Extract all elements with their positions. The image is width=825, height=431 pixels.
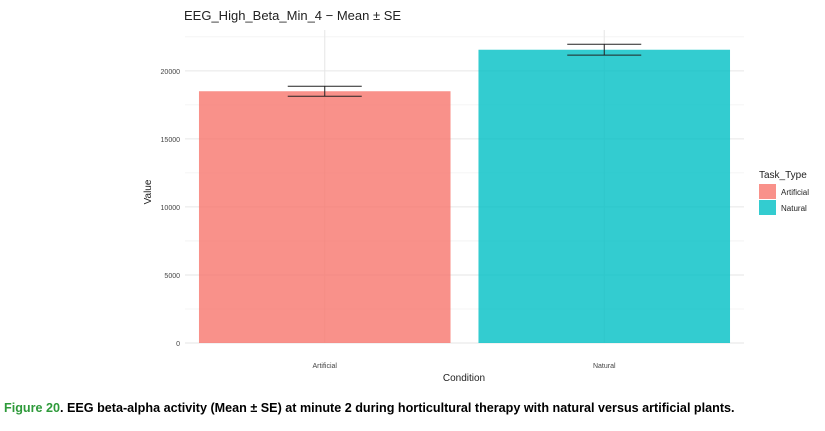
- bar-natural: [478, 49, 731, 344]
- bar-artificial: [198, 91, 451, 343]
- x-tick-label: Natural: [593, 363, 616, 370]
- figure-label: Figure 20: [4, 401, 60, 415]
- y-tick-label: 20000: [161, 69, 181, 76]
- bars: [198, 49, 731, 344]
- y-tick-label: 15000: [161, 137, 181, 144]
- error-bars: [287, 43, 642, 97]
- y-axis-label: Value: [143, 179, 154, 204]
- y-tick-label: 0: [176, 341, 180, 348]
- legend-label-natural: Natural: [781, 204, 807, 213]
- x-axis-label: Condition: [443, 373, 485, 384]
- chart-title: EEG_High_Beta_Min_4 − Mean ± SE: [184, 8, 401, 23]
- figure-caption: Figure 20. EEG beta-alpha activity (Mean…: [4, 401, 822, 415]
- legend: Task_Type Artificial Natural: [759, 170, 809, 215]
- caption-text: . EEG beta-alpha activity (Mean ± SE) at…: [60, 401, 735, 415]
- y-tick-label: 5000: [164, 273, 180, 280]
- legend-label-artificial: Artificial: [781, 188, 809, 197]
- axis-ticks: 0 5000 10000 15000 20000 Artificial Natural: [161, 69, 616, 370]
- legend-swatch-artificial: [759, 184, 776, 199]
- y-tick-label: 10000: [161, 205, 181, 212]
- x-tick-label: Artificial: [312, 363, 337, 370]
- bar-chart: 0 5000 10000 15000 20000 Artificial Natural EE…: [143, 8, 809, 384]
- legend-swatch-natural: [759, 200, 776, 215]
- legend-title: Task_Type: [759, 170, 807, 181]
